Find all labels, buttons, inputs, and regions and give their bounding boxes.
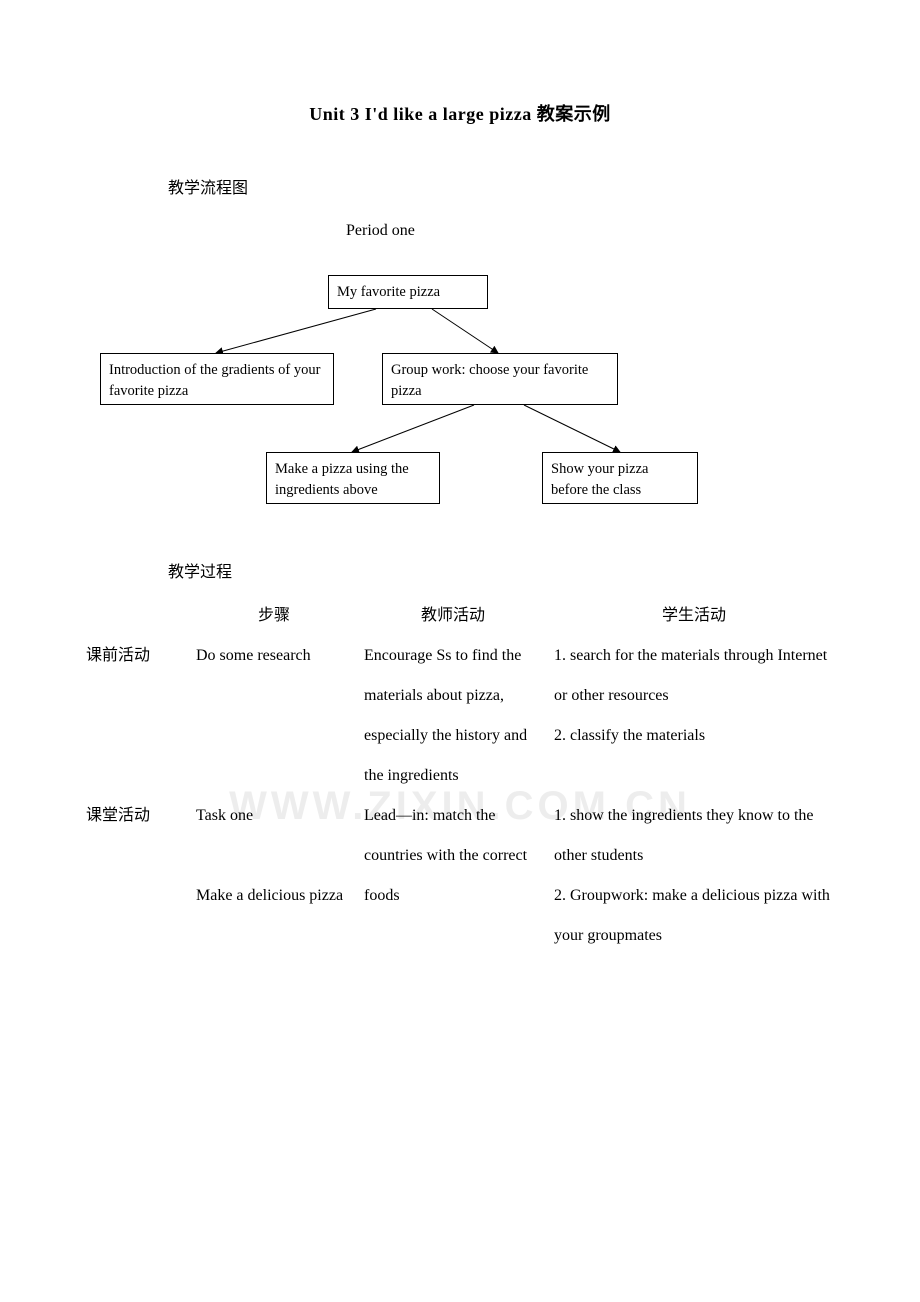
list-item: 2. Groupwork: make a delicious pizza wit… xyxy=(554,876,834,956)
list-item: 1. search for the materials through Inte… xyxy=(554,636,834,716)
list-item: 1. show the ingredients they know to the… xyxy=(554,796,834,876)
cell-preclass-step: Do some research xyxy=(190,636,358,796)
flow-node-group-work: Group work: choose your favorite pizza xyxy=(382,353,618,405)
table-row: 课堂活动 Task one Make a delicious pizza Lea… xyxy=(80,796,840,956)
cell-preclass-student: 1. search for the materials through Inte… xyxy=(548,636,840,796)
cell-preclass-teacher: Encourage Ss to find the materials about… xyxy=(358,636,548,796)
flow-node-introduction: Introduction of the gradients of your fa… xyxy=(100,353,334,405)
cell-inclass-step: Task one Make a delicious pizza xyxy=(190,796,358,956)
cell-inclass-student: 1. show the ingredients they know to the… xyxy=(548,796,840,956)
edge-n1-n2 xyxy=(216,309,376,353)
edge-n3-n5 xyxy=(524,405,620,452)
flow-node-show-pizza: Show your pizza before the class xyxy=(542,452,698,504)
col-student: 学生活动 xyxy=(548,596,840,636)
heading-flow: 教学流程图 xyxy=(168,174,840,198)
list-item: 2. classify the materials xyxy=(554,716,834,756)
edge-n1-n3 xyxy=(432,309,498,353)
col-blank xyxy=(80,596,190,636)
col-step: 步骤 xyxy=(190,596,358,636)
table-row: 课前活动 Do some research Encourage Ss to fi… xyxy=(80,636,840,796)
flow-node-make-pizza: Make a pizza using the ingredients above xyxy=(266,452,440,504)
cell-preclass-label: 课前活动 xyxy=(80,636,190,796)
heading-process: 教学过程 xyxy=(168,558,840,582)
page-title: Unit 3 I'd like a large pizza 教案示例 xyxy=(80,100,840,126)
cell-inclass-label: 课堂活动 xyxy=(80,796,190,956)
flowchart: Period one My favorite pizza Introductio… xyxy=(80,222,840,522)
process-table: 步骤 教师活动 学生活动 课前活动 Do some research Encou… xyxy=(80,596,840,956)
col-teacher: 教师活动 xyxy=(358,596,548,636)
edge-n3-n4 xyxy=(352,405,474,452)
cell-inclass-teacher: Lead—in: match the countries with the co… xyxy=(358,796,548,956)
flow-node-favorite-pizza: My favorite pizza xyxy=(328,275,488,309)
table-header-row: 步骤 教师活动 学生活动 xyxy=(80,596,840,636)
